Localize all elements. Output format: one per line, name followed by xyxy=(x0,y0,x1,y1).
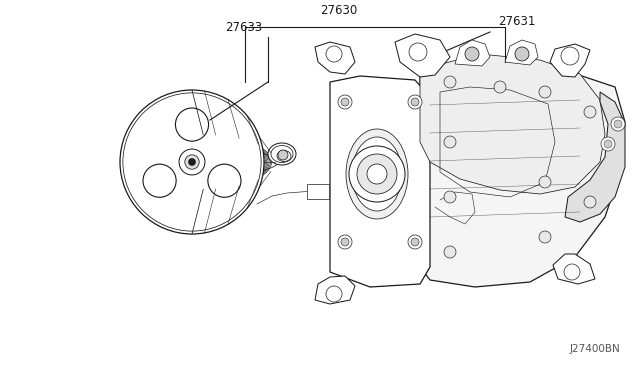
Circle shape xyxy=(175,108,209,141)
Circle shape xyxy=(584,106,596,118)
Circle shape xyxy=(341,98,349,106)
Circle shape xyxy=(411,238,419,246)
Circle shape xyxy=(614,120,622,128)
Circle shape xyxy=(341,238,349,246)
Circle shape xyxy=(539,176,551,188)
Circle shape xyxy=(444,246,456,258)
Text: 27633: 27633 xyxy=(225,21,262,34)
Circle shape xyxy=(444,191,456,203)
Circle shape xyxy=(208,164,241,197)
Text: 27630: 27630 xyxy=(320,4,357,17)
Circle shape xyxy=(411,98,419,106)
Circle shape xyxy=(604,140,612,148)
Polygon shape xyxy=(550,44,590,77)
Ellipse shape xyxy=(134,148,278,176)
Circle shape xyxy=(611,117,625,131)
Ellipse shape xyxy=(352,137,402,211)
Text: 27631: 27631 xyxy=(498,15,536,28)
Circle shape xyxy=(564,264,580,280)
Polygon shape xyxy=(505,40,538,65)
Circle shape xyxy=(561,47,579,65)
Circle shape xyxy=(408,235,422,249)
Circle shape xyxy=(444,76,456,88)
Ellipse shape xyxy=(268,143,296,165)
Polygon shape xyxy=(420,54,605,194)
Polygon shape xyxy=(330,76,430,287)
Circle shape xyxy=(601,137,615,151)
Circle shape xyxy=(338,95,352,109)
Ellipse shape xyxy=(277,151,291,161)
Bar xyxy=(307,184,329,199)
Circle shape xyxy=(539,86,551,98)
Circle shape xyxy=(349,146,405,202)
Polygon shape xyxy=(420,62,625,287)
Polygon shape xyxy=(395,34,450,77)
Circle shape xyxy=(494,81,506,93)
Text: J27400BN: J27400BN xyxy=(569,344,620,354)
Circle shape xyxy=(515,47,529,61)
Circle shape xyxy=(465,47,479,61)
Circle shape xyxy=(357,154,397,194)
Circle shape xyxy=(179,149,205,175)
Circle shape xyxy=(326,46,342,62)
Polygon shape xyxy=(553,254,595,284)
Circle shape xyxy=(120,90,264,234)
Circle shape xyxy=(367,164,387,184)
Circle shape xyxy=(278,150,288,160)
Circle shape xyxy=(584,196,596,208)
Circle shape xyxy=(409,43,427,61)
Circle shape xyxy=(338,235,352,249)
Polygon shape xyxy=(565,92,625,222)
Circle shape xyxy=(408,95,422,109)
Circle shape xyxy=(326,286,342,302)
Circle shape xyxy=(185,155,199,169)
Circle shape xyxy=(539,231,551,243)
Polygon shape xyxy=(315,42,355,74)
Polygon shape xyxy=(455,40,490,66)
Polygon shape xyxy=(315,276,355,304)
Circle shape xyxy=(444,136,456,148)
Circle shape xyxy=(143,164,176,197)
Ellipse shape xyxy=(346,129,408,219)
Circle shape xyxy=(188,158,196,166)
